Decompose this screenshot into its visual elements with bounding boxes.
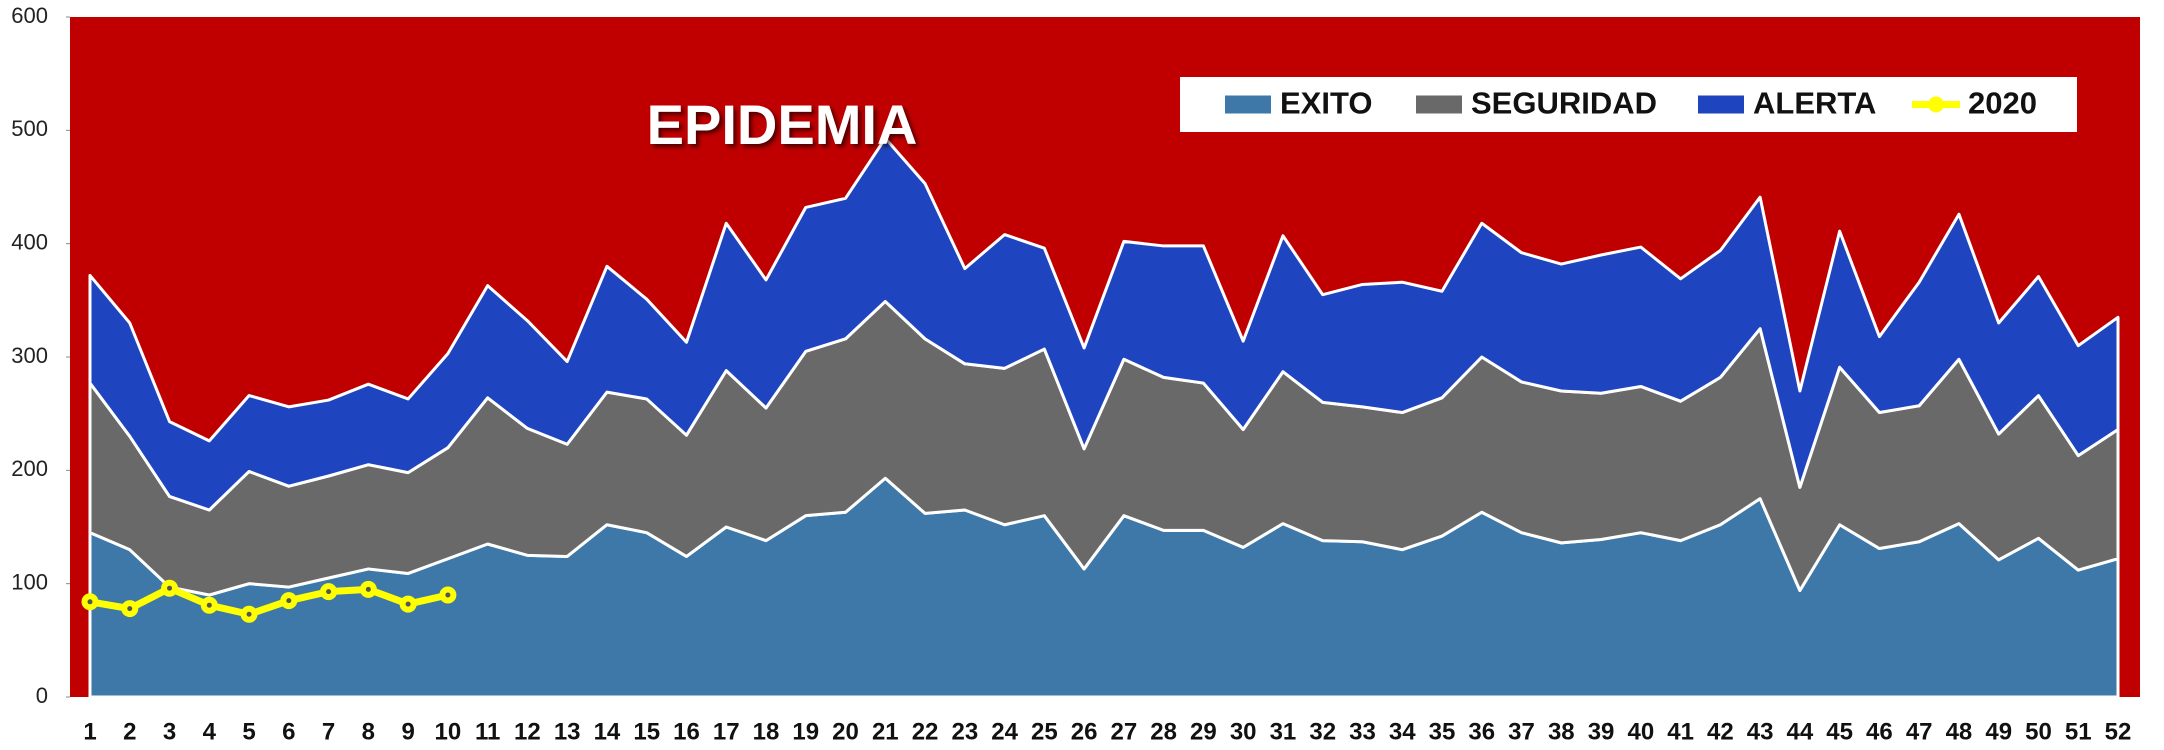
x-tick-label: 29 — [1190, 718, 1217, 745]
x-tick-label: 50 — [2025, 718, 2052, 745]
x-tick-label: 40 — [1627, 718, 1654, 745]
line — [89, 584, 449, 618]
x-tick-label: 2 — [123, 718, 136, 745]
x-tick-label: 21 — [872, 718, 899, 745]
y-tick-label: 100 — [11, 569, 48, 594]
x-tick-label: 25 — [1031, 718, 1058, 745]
x-tick-label: 23 — [951, 718, 978, 745]
y-tick-label: 200 — [11, 456, 48, 481]
marker-dot — [445, 592, 451, 598]
x-tick-label: 33 — [1349, 718, 1376, 745]
x-tick-label: 35 — [1429, 718, 1456, 745]
marker-dot — [127, 606, 133, 612]
marker-dot — [206, 602, 212, 608]
x-tick-label: 6 — [282, 718, 295, 745]
area — [88, 136, 2120, 512]
x-tick-label: 9 — [401, 718, 414, 745]
marker-dot — [326, 589, 332, 595]
y-tick-label: 0 — [36, 683, 48, 708]
legend-swatch — [1225, 95, 1271, 114]
x-tick-label: 36 — [1468, 718, 1495, 745]
marker-dot — [246, 611, 252, 617]
x-tick-label: 45 — [1826, 718, 1853, 745]
x-tick-label: 18 — [753, 718, 780, 745]
legend: EXITO SEGURIDAD ALERTA 2020 — [1180, 77, 2077, 132]
x-tick-label: 27 — [1111, 718, 1138, 745]
y-tick-label: 500 — [11, 116, 48, 141]
x-tick-label: 24 — [991, 718, 1018, 745]
x-tick-label: 3 — [163, 718, 176, 745]
x-tick-label: 17 — [713, 718, 740, 745]
legend-swatch-marker — [1928, 96, 1944, 113]
x-tick-label: 12 — [514, 718, 541, 745]
x-tick-label: 22 — [912, 718, 939, 745]
x-tick-label: 13 — [554, 718, 581, 745]
x-tick-label: 46 — [1866, 718, 1893, 745]
x-tick-label: 30 — [1230, 718, 1257, 745]
x-tick-label: 41 — [1667, 718, 1694, 745]
x-tick-label: 34 — [1389, 718, 1416, 745]
marker-dot — [167, 585, 173, 591]
legend-label: EXITO — [1280, 86, 1372, 121]
marker-dot — [365, 586, 371, 592]
x-tick-label: 11 — [475, 718, 500, 745]
legend-swatch — [1416, 95, 1462, 114]
x-tick-label: 48 — [1946, 718, 1973, 745]
x-tick-label: 44 — [1787, 718, 1814, 745]
x-tick-label: 32 — [1309, 718, 1336, 745]
x-tick-label: 5 — [242, 718, 255, 745]
y-tick-label: 300 — [11, 343, 48, 368]
annotation: EPIDEMIA — [647, 93, 918, 156]
y-tick-label: 600 — [11, 3, 48, 28]
x-tick-label: 52 — [2105, 718, 2132, 745]
x-tick-label: 47 — [1906, 718, 1933, 745]
x-tick-label: 10 — [435, 718, 462, 745]
y-tick-label: 400 — [11, 229, 48, 254]
legend-swatch — [1698, 95, 1744, 114]
legend-label: 2020 — [1968, 86, 2037, 121]
x-tick-label: 1 — [83, 718, 96, 745]
x-tick-label: 7 — [322, 718, 335, 745]
x-tick-label: 42 — [1707, 718, 1734, 745]
marker-dot — [87, 599, 93, 605]
x-tick-label: 39 — [1588, 718, 1615, 745]
x-tick-label: 43 — [1747, 718, 1774, 745]
marker-dot — [286, 598, 292, 604]
x-tick-label: 19 — [792, 718, 819, 745]
x-tick-label: 16 — [673, 718, 700, 745]
x-tick-label: 51 — [2065, 718, 2092, 745]
legend-label: SEGURIDAD — [1471, 86, 1657, 121]
legend-label: ALERTA — [1753, 86, 1876, 121]
x-tick-label: 20 — [832, 718, 859, 745]
marker-dot — [405, 601, 411, 607]
x-tick-label: 26 — [1071, 718, 1098, 745]
x-tick-label: 8 — [362, 718, 375, 745]
x-tick-label: 28 — [1150, 718, 1177, 745]
x-tick-label: 15 — [633, 718, 660, 745]
x-tick-label: 37 — [1508, 718, 1535, 745]
x-tick-label: 49 — [1985, 718, 2012, 745]
x-tick-label: 31 — [1270, 718, 1297, 745]
x-tick-label: 38 — [1548, 718, 1575, 745]
x-tick-label: 4 — [203, 718, 217, 745]
x-tick-label: 14 — [594, 718, 621, 745]
